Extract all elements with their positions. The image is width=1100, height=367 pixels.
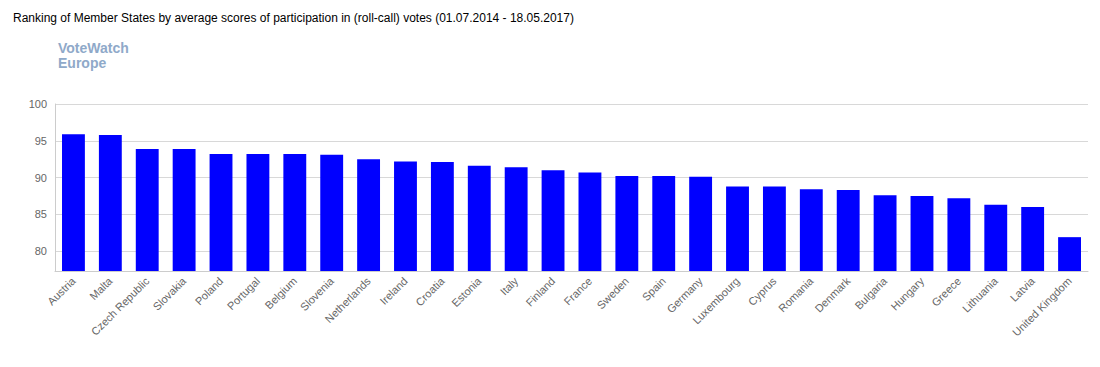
svg-text:90: 90 (35, 172, 47, 184)
svg-text:Ireland: Ireland (377, 275, 409, 307)
svg-text:80: 80 (35, 245, 47, 257)
svg-text:Poland: Poland (193, 275, 226, 308)
svg-text:Greece: Greece (929, 275, 963, 309)
svg-text:Austria: Austria (45, 274, 78, 307)
svg-text:Finland: Finland (523, 275, 557, 309)
svg-text:United Kingdom: United Kingdom (1010, 275, 1074, 339)
svg-text:Malta: Malta (87, 274, 115, 302)
svg-text:Bulgaria: Bulgaria (852, 274, 890, 312)
svg-text:Portugal: Portugal (225, 275, 262, 312)
svg-text:Netherlands: Netherlands (322, 274, 373, 325)
svg-text:Ranking of Member States by av: Ranking of Member States by average scor… (13, 11, 574, 25)
svg-text:Luxembourg: Luxembourg (690, 275, 742, 327)
svg-text:Lithuania: Lithuania (960, 274, 1001, 315)
svg-text:Romania: Romania (776, 274, 816, 314)
svg-text:Spain: Spain (640, 275, 668, 303)
svg-text:Hungary: Hungary (888, 274, 926, 312)
svg-text:Belgium: Belgium (262, 275, 299, 312)
svg-text:Slovenia: Slovenia (297, 274, 336, 313)
svg-text:Croatia: Croatia (413, 274, 447, 308)
svg-text:Estonia: Estonia (449, 274, 484, 309)
svg-text:Denmark: Denmark (812, 274, 852, 314)
svg-text:85: 85 (35, 208, 47, 220)
svg-text:Sweden: Sweden (595, 275, 632, 312)
svg-text:Latvia: Latvia (1008, 274, 1038, 304)
svg-text:France: France (562, 275, 595, 308)
svg-text:Cyprus: Cyprus (746, 274, 779, 307)
svg-text:Italy: Italy (498, 274, 521, 297)
svg-text:Germany: Germany (664, 274, 705, 316)
svg-text:VoteWatch: VoteWatch (58, 40, 129, 56)
svg-text:95: 95 (35, 135, 47, 147)
svg-text:Czech Republic: Czech Republic (89, 274, 152, 337)
svg-text:Europe: Europe (58, 55, 106, 71)
svg-text:Slovakia: Slovakia (151, 274, 189, 312)
svg-text:100: 100 (29, 98, 47, 110)
